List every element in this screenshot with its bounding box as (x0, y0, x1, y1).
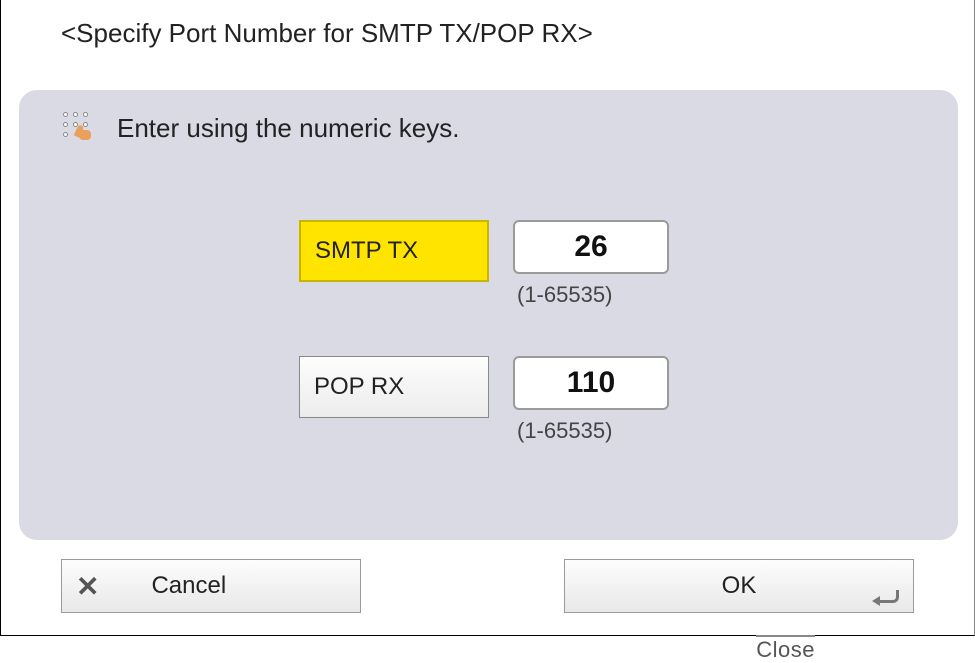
numeric-keypad-icon (63, 112, 103, 144)
ok-label: OK (722, 572, 757, 600)
dialog-title: <Specify Port Number for SMTP TX/POP RX> (61, 18, 593, 49)
pop-rx-value[interactable]: 110 (513, 356, 669, 410)
hint-text: Enter using the numeric keys. (117, 113, 460, 144)
smtp-tx-button[interactable]: SMTP TX (299, 220, 489, 282)
return-icon (875, 590, 899, 604)
pop-rx-range: (1-65535) (513, 418, 669, 444)
input-panel: Enter using the numeric keys. SMTP TX 26… (19, 90, 958, 540)
ok-button[interactable]: OK (564, 559, 914, 613)
hint-row: Enter using the numeric keys. (63, 112, 460, 144)
button-bar: ✕ Cancel OK (1, 559, 974, 619)
smtp-row: SMTP TX 26 (1-65535) (299, 220, 669, 308)
smtp-tx-value[interactable]: 26 (513, 220, 669, 274)
behind-close-text: Close (756, 637, 815, 663)
cancel-label: Cancel (151, 572, 226, 600)
port-dialog: <Specify Port Number for SMTP TX/POP RX>… (0, 0, 975, 636)
cancel-button[interactable]: ✕ Cancel (61, 559, 361, 613)
pop-row: POP RX 110 (1-65535) (299, 356, 669, 444)
smtp-tx-range: (1-65535) (513, 282, 669, 308)
close-icon: ✕ (76, 570, 99, 603)
pop-rx-button[interactable]: POP RX (299, 356, 489, 418)
